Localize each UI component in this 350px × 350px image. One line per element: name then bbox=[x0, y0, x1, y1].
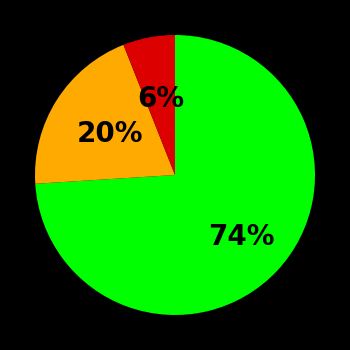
Text: 20%: 20% bbox=[77, 120, 143, 148]
Text: 74%: 74% bbox=[208, 223, 275, 251]
Text: 6%: 6% bbox=[137, 85, 184, 113]
Wedge shape bbox=[35, 35, 315, 315]
Wedge shape bbox=[35, 45, 175, 184]
Wedge shape bbox=[124, 35, 175, 175]
